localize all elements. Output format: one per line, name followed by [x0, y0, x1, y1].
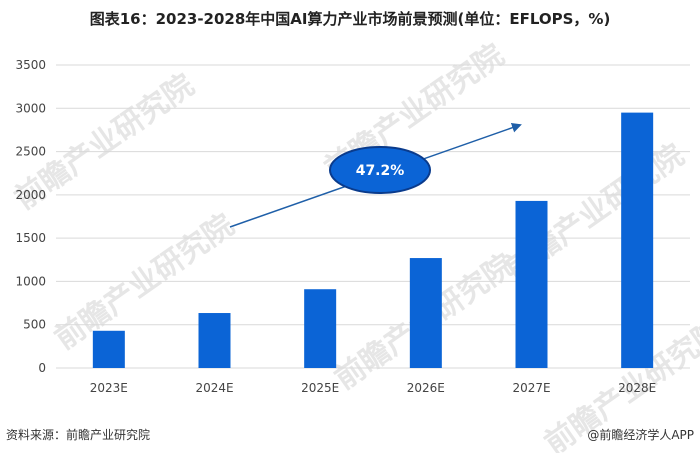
growth-ellipse	[329, 146, 431, 194]
bar-2024E	[198, 313, 231, 368]
y-tick-label: 3500	[15, 58, 46, 72]
x-tick-label: 2027E	[512, 381, 550, 395]
bar-2028E	[621, 112, 654, 368]
bar-2026E	[409, 258, 442, 368]
bar-2025E	[304, 289, 337, 368]
growth-rate-label: 47.2%	[356, 163, 405, 179]
chart-title: 图表16：2023-2028年中国AI算力产业市场前景预测(单位：EFLOPS，…	[89, 10, 611, 28]
grid-lines	[56, 64, 690, 369]
y-tick-label: 2000	[15, 188, 46, 202]
x-axis-ticks: 2023E 2024E 2025E 2026E 2027E 2028E	[90, 381, 656, 395]
x-tick-label: 2023E	[90, 381, 128, 395]
growth-annotation: 47.2%	[229, 122, 522, 228]
y-tick-label: 1000	[15, 274, 46, 288]
bar-2027E	[515, 200, 548, 368]
x-tick-label: 2024E	[195, 381, 233, 395]
x-tick-label: 2026E	[407, 381, 445, 395]
y-tick-label: 1500	[15, 231, 46, 245]
y-tick-label: 500	[23, 318, 46, 332]
x-tick-label: 2025E	[301, 381, 339, 395]
y-tick-label: 3000	[15, 101, 46, 115]
y-axis-ticks: 0 500 1000 1500 2000 2500 3000 3500	[15, 58, 46, 375]
source-note: 资料来源：前瞻产业研究院	[6, 428, 151, 442]
bars	[92, 112, 654, 368]
brand-credit: @前瞻经济学人APP	[587, 428, 694, 442]
y-tick-label: 2500	[15, 145, 46, 159]
y-tick-label: 0	[38, 361, 46, 375]
x-tick-label: 2028E	[618, 381, 656, 395]
bar-2023E	[92, 330, 125, 368]
